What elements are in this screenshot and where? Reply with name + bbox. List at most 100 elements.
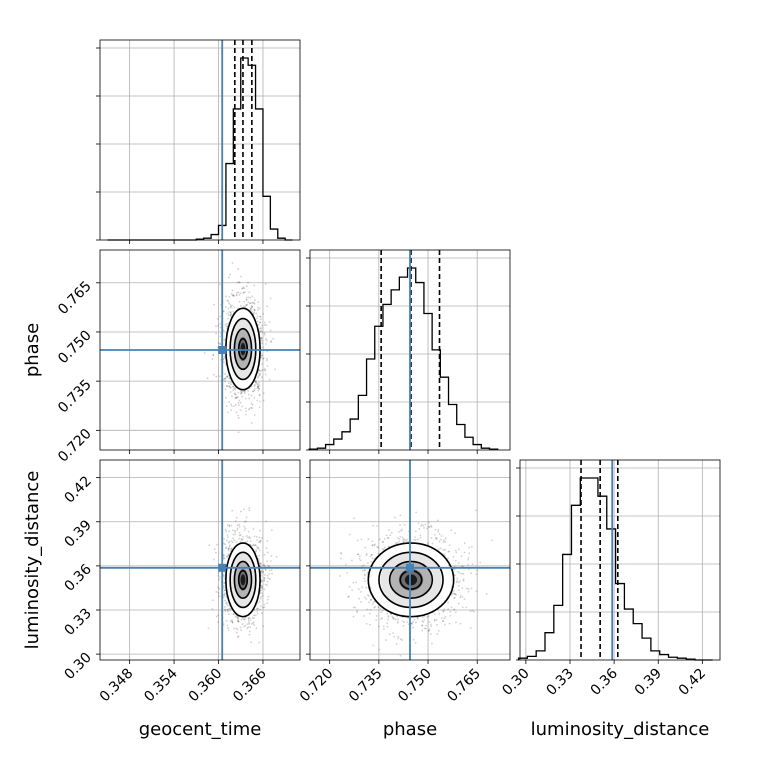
sample-point [249,626,252,629]
sample-point [266,574,269,577]
sample-point [235,293,238,296]
sample-point [372,524,375,527]
contour-line [225,542,261,618]
sample-point [237,307,239,310]
sample-point [237,431,240,434]
sample-point [457,581,460,584]
sample-point [392,617,394,619]
sample-point [435,618,438,621]
sample-point [231,621,234,624]
sample-point [461,587,464,590]
sample-point [376,525,378,527]
sample-point [260,562,262,565]
sample-point [459,594,462,597]
sample-point [259,562,261,565]
sample-point [347,596,349,598]
sample-point [355,581,358,584]
y-tick-label: 0.42 [61,473,94,506]
sample-point [259,605,262,608]
sample-point [258,600,261,603]
sample-point [259,565,262,568]
sample-point [238,281,240,284]
sample-point [386,536,389,539]
sample-point [215,325,217,328]
sample-point [243,390,246,393]
sample-point [447,550,450,553]
sample-point [241,390,244,393]
sample-point [358,555,361,558]
sample-point [227,610,229,613]
x-tick-label: 0.366 [230,665,270,705]
sample-point [230,381,232,384]
sample-point [231,304,233,307]
sample-point [239,304,242,307]
sample-point [471,563,474,566]
sample-point [235,396,237,399]
sample-point [365,586,368,589]
sample-point [218,587,221,590]
sample-point [340,552,343,555]
sample-point [467,588,470,590]
sample-point [263,332,266,335]
sample-point [261,363,264,366]
grid [100,40,300,240]
sample-point [444,537,447,540]
sample-point [386,622,388,625]
sample-point [427,541,429,544]
sample-point [217,586,219,589]
sample-point [427,629,430,632]
sample-point [228,295,231,298]
sample-point [415,511,418,514]
sample-point [462,572,465,575]
sample-point [225,602,228,605]
sample-point [429,633,432,635]
sample-point [258,558,260,561]
sample-point [427,615,430,618]
sample-point [258,406,261,409]
sample-point [247,536,249,539]
sample-point [224,608,226,611]
sample-point [218,283,221,286]
sample-point [219,342,222,345]
sample-point [386,612,389,615]
sample-point [397,637,399,640]
y-tick-label: 0.39 [61,517,94,550]
sample-point [392,632,395,634]
sample-point [439,547,442,550]
sample-point [259,330,261,333]
sample-point [250,394,253,397]
sample-point [260,336,263,339]
sample-point [228,609,231,612]
sample-point [245,410,248,413]
sample-point [462,579,465,582]
y-tick-label: 0.33 [61,606,94,639]
sample-point [454,596,456,599]
sample-point [459,622,462,625]
sample-point [244,306,247,308]
sample-point [424,627,427,630]
sample-point [224,610,227,613]
sample-point [228,607,231,610]
sample-point [373,601,375,603]
sample-point [375,615,378,617]
sample-point [228,525,231,527]
sample-point [437,548,440,551]
sample-point [251,544,253,547]
sample-point [259,562,262,565]
sample-point [216,318,219,320]
sample-point [232,385,235,388]
sample-point [377,625,380,628]
sample-point [259,372,261,375]
sample-point [247,301,250,303]
sample-point [222,329,225,332]
sample-point [364,574,366,577]
sample-point [222,378,225,381]
sample-point [442,541,445,543]
sample-point [231,395,233,398]
sample-point [244,397,247,400]
sample-point [223,538,226,540]
sample-point [240,510,242,513]
sample-point [237,414,240,417]
sample-point [248,507,251,509]
sample-point [217,621,219,623]
